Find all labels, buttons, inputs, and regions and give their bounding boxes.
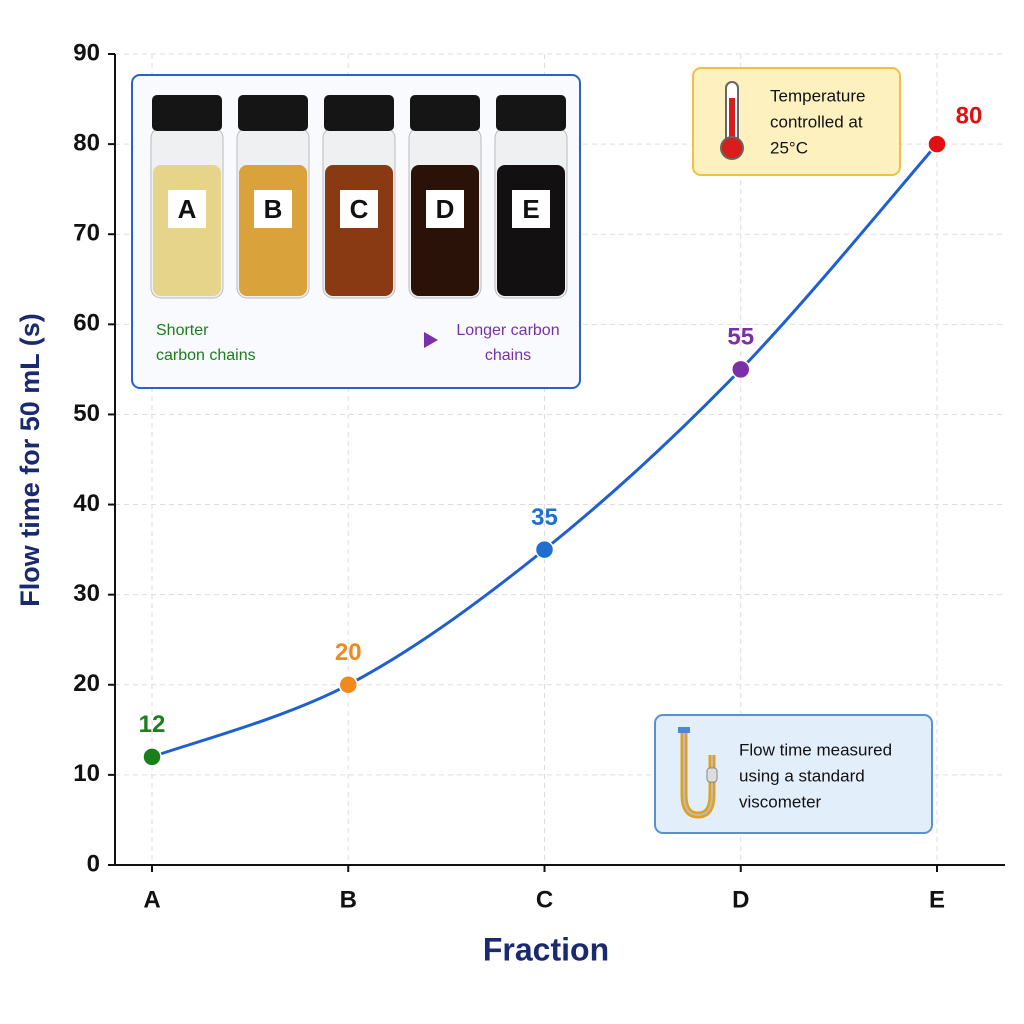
vial-liquid (325, 165, 393, 296)
data-label: 20 (335, 639, 362, 666)
thermometer-bulb (720, 136, 744, 160)
point (534, 539, 555, 560)
vial-inset: A B C D E Shorter carbon chains Longer carbo… (131, 74, 581, 389)
note-box (692, 67, 901, 176)
y-axis-title: Flow time for 50 mL (s) (15, 313, 45, 607)
x-tick-label: D (732, 886, 749, 913)
data-label: 80 (956, 102, 983, 129)
plot: 12 20 35 55 80 (139, 102, 983, 767)
annotation: Temperature (770, 86, 865, 105)
vial-label (254, 190, 292, 228)
y-tick-label: 30 (73, 580, 100, 607)
point (731, 359, 751, 380)
y-tick-label: 50 (73, 400, 100, 427)
vial-liquid (411, 165, 479, 296)
y-tick-label: 0 (87, 850, 100, 877)
point (927, 134, 947, 154)
vial-cap (152, 95, 222, 131)
viscometer-cap (678, 727, 690, 733)
point (338, 675, 358, 695)
vial-cap (324, 95, 394, 131)
arrow-head (424, 332, 438, 348)
line (151, 143, 939, 759)
vial-liquid (239, 165, 307, 296)
y-tick-label: 80 (73, 129, 100, 156)
data-label: 55 (727, 324, 754, 351)
x-tick-label: A (143, 886, 160, 913)
point (142, 747, 162, 767)
data-label: 12 (139, 711, 166, 738)
vial-letter: A (178, 194, 197, 224)
note-box (654, 714, 933, 834)
vial-label (512, 190, 550, 228)
viscometer-bulb (706, 767, 718, 783)
y-tick-label: 10 (73, 760, 100, 787)
vial-label (426, 190, 464, 228)
annotation: controlled at (770, 112, 863, 131)
vial-cap (496, 95, 566, 131)
y-tick-label: 20 (73, 670, 100, 697)
viscometer-tube (683, 730, 713, 817)
vial-cap (238, 95, 308, 131)
y-tick-label: 70 (73, 220, 100, 247)
y-tick-label: 90 (73, 39, 100, 66)
annotation: viscometer (739, 792, 822, 811)
vial-liquid (153, 165, 221, 296)
vial-letter: C (350, 194, 369, 224)
annotation: carbon chains (156, 347, 256, 364)
annotation: Shorter (156, 322, 209, 339)
vial-letter: D (436, 194, 455, 224)
vial-cap (410, 95, 480, 131)
annotation: Longer carbon (456, 322, 559, 339)
vial-letter: B (264, 194, 283, 224)
annotation: Flow time measured (739, 740, 892, 759)
x-tick-label: B (340, 886, 357, 913)
y-tick-label: 60 (73, 310, 100, 337)
vial-label (168, 190, 206, 228)
vial-letter: E (522, 194, 539, 224)
temperature-note: Temperature controlled at 25°C (692, 67, 901, 176)
vial-liquid (497, 165, 565, 296)
x-axis-title: Fraction (483, 931, 609, 967)
y-tick-label: 40 (73, 490, 100, 517)
annotation: 25°C (770, 138, 808, 157)
annotation: chains (485, 347, 531, 364)
data-label: 35 (531, 504, 558, 531)
vial-label (340, 190, 378, 228)
viscometer-note: Flow time measured using a standard visc… (654, 714, 933, 834)
thermometer-fluid (729, 98, 735, 144)
vials: A B C D E (150, 95, 568, 299)
annotation: using a standard (739, 766, 865, 785)
x-tick-label: E (929, 886, 945, 913)
x-tick-label: C (536, 886, 553, 913)
